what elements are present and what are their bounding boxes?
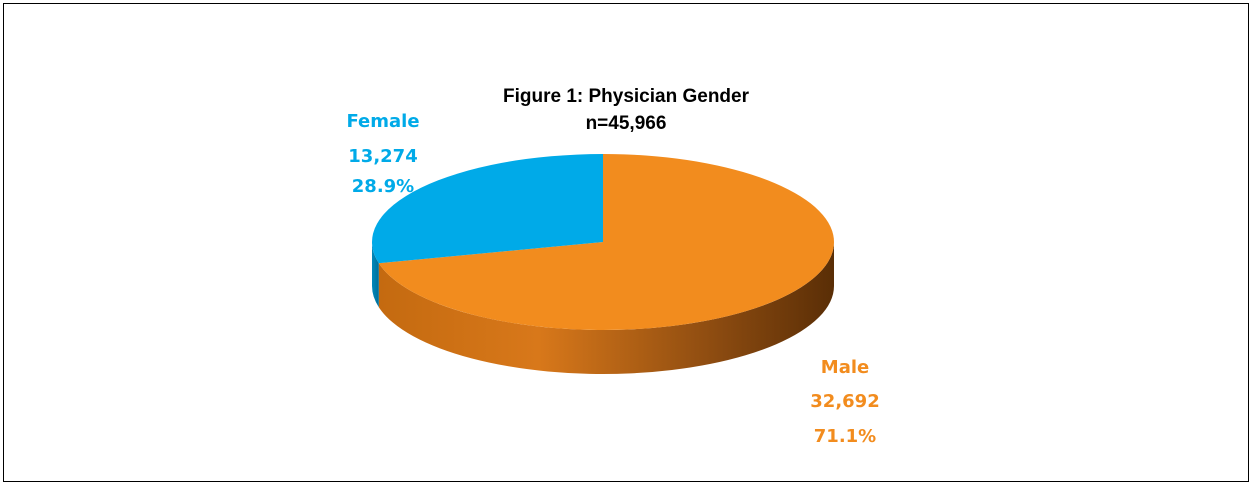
slice — [378, 154, 834, 331]
slice-side — [372, 242, 379, 308]
value-label: 13,274 — [348, 146, 417, 167]
slice — [371, 154, 603, 264]
chart-subtitle: n=45,966 — [586, 113, 667, 134]
percent-label: 71.1% — [814, 426, 876, 447]
slice-side — [378, 242, 834, 375]
category-label: Female — [346, 111, 419, 132]
percent-label: 28.9% — [352, 176, 414, 197]
category-label: Male — [821, 357, 869, 378]
value-label: 32,692 — [810, 391, 879, 412]
chart-title: Figure 1: Physician Gender — [503, 86, 750, 107]
